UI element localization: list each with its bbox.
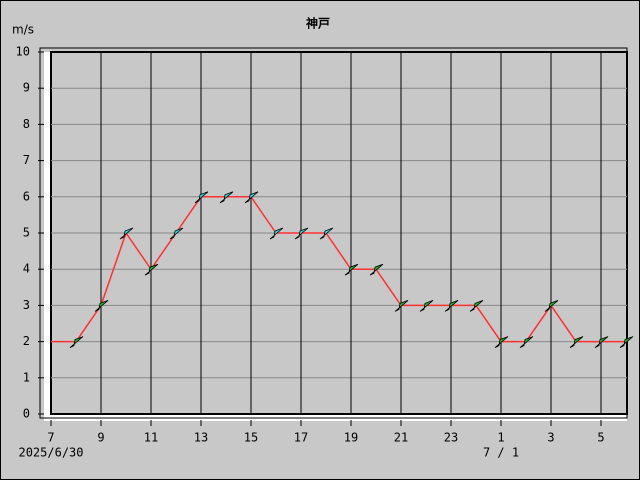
wind-marker [469,300,484,312]
wind-marker [219,191,234,204]
wind-marker [569,336,584,348]
wind-marker [144,263,159,276]
shadow [44,52,51,421]
wind-marker [119,227,134,240]
wind-marker [319,227,334,240]
line [51,196,626,343]
y-tick-label: 0 [23,407,30,421]
x-tick-label: 9 [97,431,104,445]
x-tick-label: 7 [47,431,54,445]
x-tick-label: 11 [144,431,158,445]
y-tick-label: 10 [16,45,30,59]
y-tick-label: 8 [23,117,30,131]
chart-title: 神戸 [306,16,330,31]
wind-marker [194,191,209,204]
wind-marker [94,300,109,312]
y-tick-label: 6 [23,189,30,203]
wind-marker [269,227,284,240]
y-tick-label: 4 [23,262,30,276]
y-tick-label: 9 [23,81,30,95]
wind-marker [594,336,609,348]
x-tick-label: 3 [547,431,554,445]
y-tick-label: 5 [23,226,30,240]
wind-marker [619,336,634,348]
x-tick-label: 13 [194,431,208,445]
wind-marker [294,227,309,240]
x-tick-label: 17 [294,431,308,445]
x-tick-label: 19 [344,431,358,445]
x-tick-label: 23 [444,431,458,445]
wind-marker [419,300,434,312]
wind-marker [544,300,559,312]
wind-marker [494,336,509,348]
wind-marker [244,191,259,204]
wind-marker [394,300,409,312]
x-tick-label: 15 [244,431,258,445]
x-tick-label: 21 [394,431,408,445]
x-tick-label: 1 [497,431,504,445]
wind-marker [69,336,84,348]
x-tick-label: 5 [597,431,604,445]
y-tick-label: 2 [23,334,30,348]
wind-marker [444,300,459,312]
wind-marker [519,336,534,348]
date-label: 2025/6/30 [18,446,83,460]
y-axis-label: m/s [12,23,34,37]
y-tick-label: 7 [23,153,30,167]
date-label: 7 / 1 [483,446,519,460]
y-tick-label: 1 [23,370,30,384]
wind-marker [344,263,359,276]
wind-marker [369,263,384,276]
wind-marker [169,227,184,240]
y-tick-label: 3 [23,298,30,312]
